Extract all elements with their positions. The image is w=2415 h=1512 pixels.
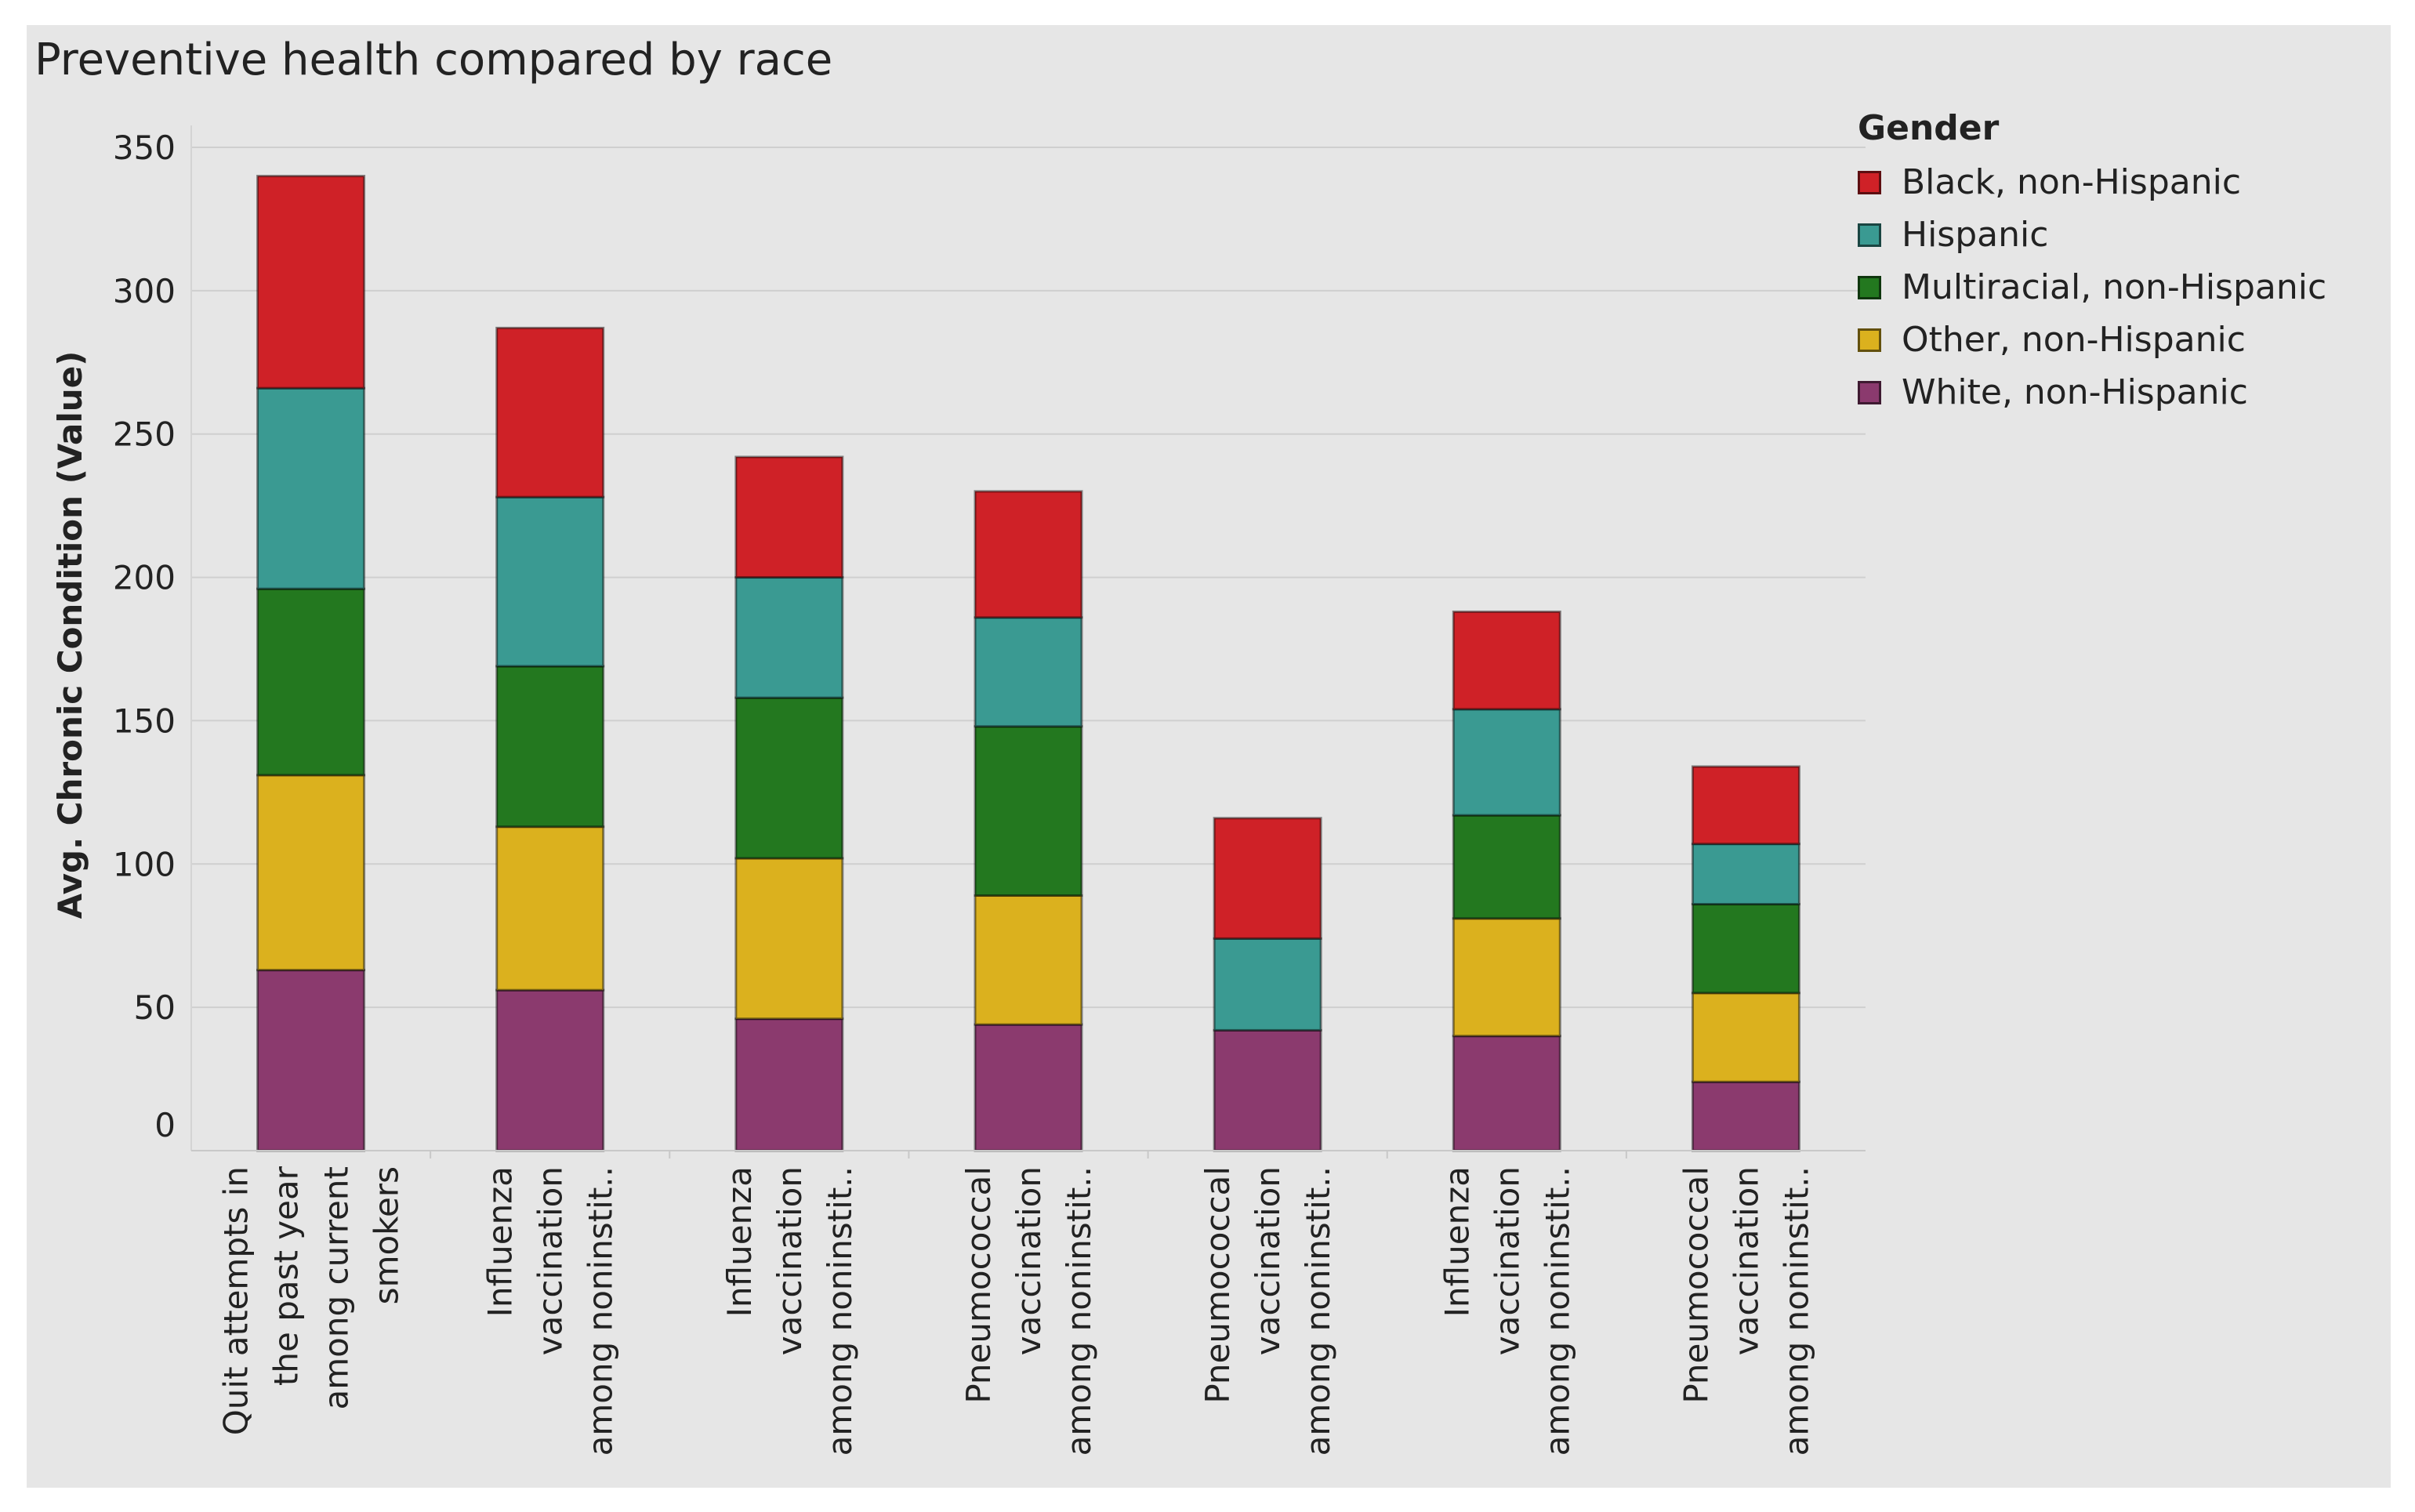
x-tick-label-line: vaccination: [1488, 1166, 1526, 1355]
legend-swatch: [1858, 328, 1881, 352]
bar-segment[interactable]: [974, 616, 1083, 728]
x-tick-label: Pneumococcal vaccination among noninstit..: [1198, 1166, 1337, 1456]
chart-panel: [27, 25, 2391, 1488]
x-tick-label-line: the past year: [267, 1166, 306, 1386]
bar-segment[interactable]: [495, 825, 605, 992]
bar-segment[interactable]: [1452, 610, 1561, 711]
bar-segment[interactable]: [1213, 937, 1322, 1032]
bars: [256, 175, 1800, 1152]
bar-segment[interactable]: [495, 988, 605, 1152]
bar-segment[interactable]: [1213, 1028, 1322, 1152]
bar-segment[interactable]: [1691, 843, 1800, 905]
x-tick-label-line: among noninstit..: [1538, 1166, 1576, 1456]
bar-segment[interactable]: [734, 857, 844, 1021]
legend-label: Black, non-Hispanic: [1902, 162, 2242, 202]
legend: Gender Black, non-Hispanic Hispanic Multir…: [1858, 108, 2326, 419]
legend-title: Gender: [1858, 108, 2000, 148]
bar-segment[interactable]: [1691, 765, 1800, 846]
y-tick-label: 200: [113, 559, 176, 597]
bar-segment[interactable]: [1213, 817, 1322, 940]
x-tick-label: Influenza vaccination among noninstit..: [1438, 1166, 1576, 1456]
legend-label: Other, non-Hispanic: [1902, 320, 2246, 360]
bar-segment[interactable]: [1452, 708, 1561, 817]
x-tick-label-line: Quit attempts in: [217, 1166, 256, 1435]
x-tick-label-line: among noninstit..: [1060, 1166, 1098, 1456]
bar-segment[interactable]: [256, 969, 366, 1152]
y-axis: 0 50 100 150 200 250 300 350: [113, 125, 192, 1151]
bar-segment[interactable]: [1452, 1035, 1561, 1152]
x-tick-label-line: among noninstit..: [1777, 1166, 1815, 1456]
bar-segment[interactable]: [1452, 814, 1561, 920]
bar-segment[interactable]: [974, 725, 1083, 897]
x-tick-label-line: Influenza: [720, 1166, 759, 1317]
bar-segment[interactable]: [256, 774, 366, 972]
y-tick-label: 250: [113, 415, 176, 454]
x-tick-label-line: among noninstit..: [1299, 1166, 1337, 1456]
bar-segment[interactable]: [1691, 992, 1800, 1083]
x-tick-label-line: smokers: [368, 1166, 406, 1304]
x-tick-label: Influenza vaccination among noninstit..: [481, 1166, 620, 1456]
x-tick-label-line: vaccination: [1010, 1166, 1048, 1355]
x-tick-label-line: Pneumococcal: [959, 1166, 998, 1404]
legend-item[interactable]: Black, non-Hispanic: [1858, 156, 2326, 208]
x-tick-label-line: vaccination: [1727, 1166, 1765, 1355]
legend-label: White, non-Hispanic: [1902, 372, 2248, 412]
x-tick-label-line: among noninstit..: [582, 1166, 620, 1456]
bar-segment[interactable]: [734, 576, 844, 699]
y-tick-label: 50: [134, 988, 176, 1027]
legend-label: Hispanic: [1902, 215, 2049, 255]
y-tick-label: 350: [113, 129, 176, 167]
y-tick-label: 150: [113, 702, 176, 740]
x-tick-label: Influenza vaccination among noninstit..: [720, 1166, 859, 1456]
x-tick-label-line: Pneumococcal: [1198, 1166, 1237, 1404]
legend-item[interactable]: Other, non-Hispanic: [1858, 314, 2326, 366]
legend-item[interactable]: Hispanic: [1858, 208, 2326, 261]
bar-segment[interactable]: [734, 1017, 844, 1152]
bar-segment[interactable]: [974, 894, 1083, 1026]
bar-segment[interactable]: [974, 490, 1083, 619]
bar-segment[interactable]: [734, 696, 844, 860]
bar-segment[interactable]: [256, 175, 366, 390]
bar-segment[interactable]: [974, 1023, 1083, 1152]
y-tick-label: 300: [113, 272, 176, 310]
x-tick-label-line: among noninstit..: [821, 1166, 859, 1456]
x-tick-label-line: Influenza: [1438, 1166, 1476, 1317]
legend-item[interactable]: White, non-Hispanic: [1858, 366, 2326, 419]
bar-segment[interactable]: [1691, 1080, 1800, 1152]
legend-swatch: [1858, 170, 1881, 194]
bar-segment[interactable]: [1691, 902, 1800, 995]
x-axis: Quit attempts in the past year among curre…: [191, 1150, 1866, 1456]
legend-swatch: [1858, 380, 1881, 404]
bar-segment[interactable]: [734, 455, 844, 579]
legend-swatch: [1858, 223, 1881, 247]
bar-segment[interactable]: [495, 495, 605, 668]
legend-item[interactable]: Multiracial, non-Hispanic: [1858, 261, 2326, 314]
x-tick-label: Pneumococcal vaccination among noninstit..: [959, 1166, 1098, 1456]
x-tick-label-line: among current: [317, 1166, 356, 1410]
bar-segment[interactable]: [1452, 917, 1561, 1038]
y-axis-label: Avg. Chronic Condition (Value): [51, 351, 89, 919]
x-tick-label-line: vaccination: [531, 1166, 570, 1355]
y-tick-label: 100: [113, 845, 176, 883]
bar-segment[interactable]: [495, 326, 605, 499]
bar-segment[interactable]: [495, 665, 605, 829]
bar-segment[interactable]: [256, 587, 366, 777]
legend-swatch: [1858, 275, 1881, 299]
x-tick-label-line: vaccination: [1249, 1166, 1287, 1355]
x-tick-label-line: Pneumococcal: [1677, 1166, 1715, 1404]
chart-title: Preventive health compared by race: [34, 34, 833, 85]
x-tick-label-line: vaccination: [771, 1166, 809, 1355]
bar-segment[interactable]: [256, 386, 366, 590]
x-tick-label: Quit attempts in the past year among curre…: [217, 1166, 406, 1435]
legend-label: Multiracial, non-Hispanic: [1902, 267, 2327, 307]
y-tick-label: 0: [154, 1106, 176, 1144]
x-tick-label-line: Influenza: [481, 1166, 520, 1317]
x-tick-label: Pneumococcal vaccination among noninstit..: [1677, 1166, 1815, 1456]
